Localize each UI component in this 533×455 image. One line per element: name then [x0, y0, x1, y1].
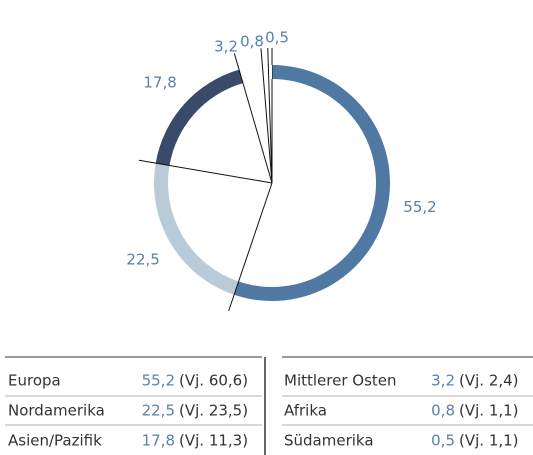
region-name: Asien/Pazifik [8, 432, 102, 450]
leader-line [267, 48, 273, 184]
share-value: 22,5 [142, 402, 175, 420]
data-label: 0,8 [240, 33, 264, 51]
donut-segment [234, 65, 390, 301]
data-label: 17,8 [143, 74, 176, 92]
data-label: 0,5 [265, 29, 289, 47]
donut-segment [262, 65, 269, 80]
region-name: Nordamerika [8, 402, 105, 420]
share-value: 17,8 [142, 432, 175, 450]
previous-year: (Vj. 1,1) [459, 402, 519, 420]
share-value: 3,2 [431, 372, 455, 390]
region-name: Afrika [284, 402, 327, 420]
region-name: Europa [8, 372, 61, 390]
region-name: Mittlerer Osten [284, 372, 397, 390]
data-label: 55,2 [403, 198, 436, 216]
leader-line [138, 159, 273, 184]
share-value: 0,8 [431, 402, 455, 420]
previous-year: (Vj. 1,1) [459, 432, 519, 450]
leader-line [260, 48, 273, 184]
previous-year: (Vj. 2,4) [459, 372, 519, 390]
donut-segment [268, 65, 272, 80]
data-label: 3,2 [214, 38, 238, 56]
previous-year: (Vj. 23,5) [179, 402, 248, 420]
leader-line [228, 182, 273, 312]
share-value: 55,2 [142, 372, 175, 390]
leader-line [233, 53, 273, 184]
share-value: 0,5 [431, 432, 455, 450]
donut-segment [153, 163, 239, 295]
region-name: Südamerika [284, 432, 374, 450]
data-label: 22,5 [126, 250, 159, 268]
previous-year: (Vj. 60,6) [179, 372, 248, 390]
donut-segment [239, 65, 264, 84]
previous-year: (Vj. 11,3) [179, 432, 248, 450]
donut-segment [155, 69, 243, 166]
